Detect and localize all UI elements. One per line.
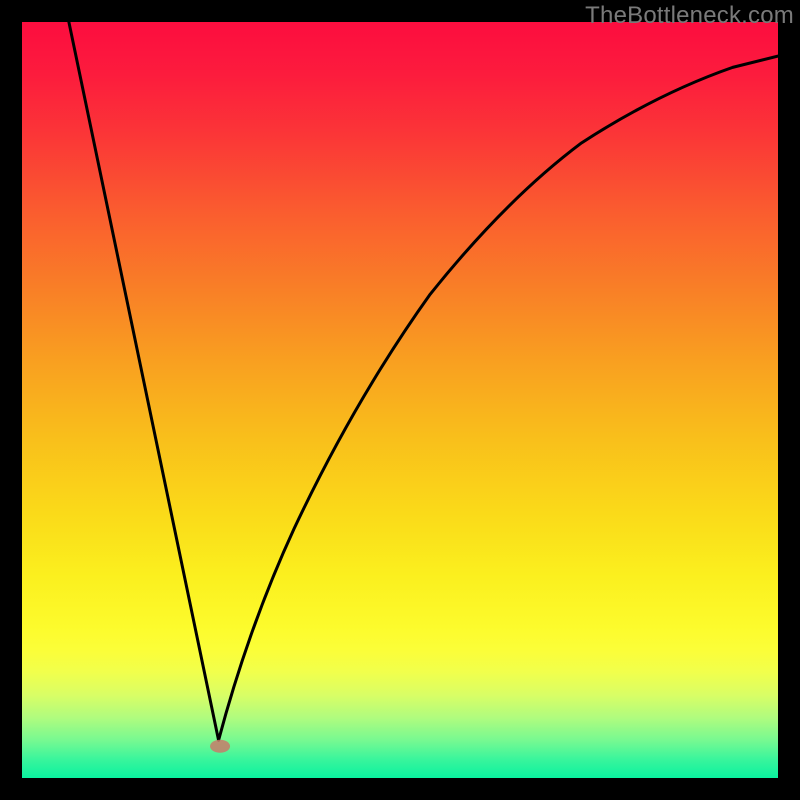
plot-area [22, 22, 778, 778]
plot-svg [22, 22, 778, 778]
dip-marker [210, 740, 230, 753]
gradient-background [22, 22, 778, 778]
watermark-text: TheBottleneck.com [585, 2, 794, 30]
chart-frame: TheBottleneck.com [0, 0, 800, 800]
